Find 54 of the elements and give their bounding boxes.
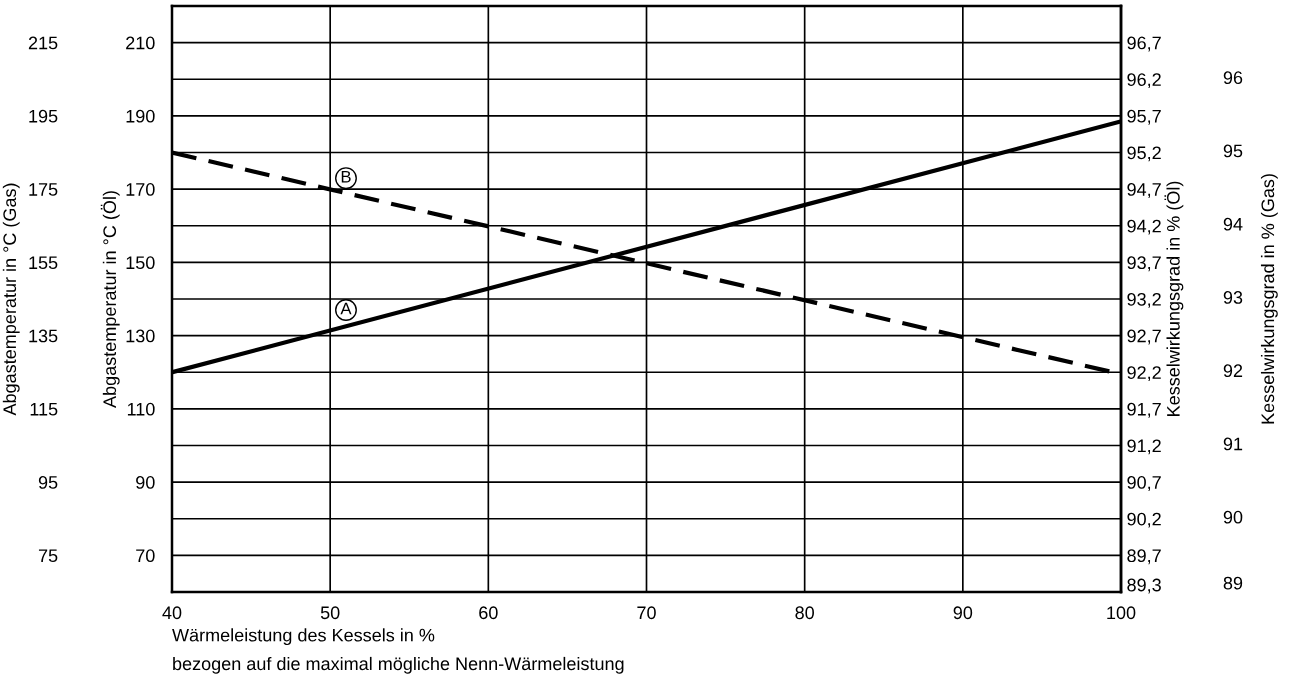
y2-axis-title: Kesselwirkungsgrad in % (Öl) — [1164, 181, 1184, 416]
text: 93 — [1223, 291, 1243, 304]
text: 95 — [1223, 144, 1243, 158]
y3-tick-label: 215 — [28, 36, 58, 50]
y2-tick-label: 93,7 — [1127, 256, 1161, 272]
text: 92 — [1223, 364, 1243, 378]
text: 90 — [1223, 510, 1243, 524]
text: Kesselwirkungsgrad in % (Gas) — [1260, 174, 1278, 424]
y2-tick-label: 95,2 — [1127, 146, 1161, 162]
y2-tick-label: 95,7 — [1127, 109, 1161, 125]
text: 91 — [1223, 437, 1243, 451]
y3-tick-label: 115 — [30, 403, 58, 416]
x-tick-label: 50 — [320, 606, 340, 620]
y-tick-label: 210 — [126, 36, 155, 50]
text: 96 — [1223, 71, 1243, 85]
text: 89 — [1223, 576, 1243, 590]
y-tick-label: 90 — [136, 476, 155, 489]
y2-tick-label: 90,7 — [1127, 476, 1161, 491]
x-tick-label: 100 — [1107, 606, 1136, 620]
y3-tick-label: 175 — [29, 183, 58, 196]
y-tick-label: 130 — [126, 329, 155, 343]
y2-tick-label: 94,7 — [1127, 183, 1161, 198]
y2-tick-label: 93,2 — [1127, 292, 1161, 308]
y-tick-label: 70 — [136, 549, 155, 563]
y2-tick-label: 96,7 — [1127, 36, 1161, 52]
y3-tick-label: 155 — [29, 256, 58, 270]
text: 94 — [1223, 217, 1243, 231]
y2-tick-label: 91,7 — [1127, 402, 1161, 418]
x-tick-label: 40 — [162, 606, 182, 620]
x-tick-label: 60 — [479, 606, 498, 620]
y3-tick-label: 195 — [29, 109, 58, 123]
y3-axis-title: Abgastemperatur in °C (Gas) — [2, 183, 20, 416]
annotation: B — [341, 170, 351, 183]
y3-tick-label: 75 — [38, 549, 58, 563]
y2-tick-label: 92,7 — [1127, 329, 1161, 345]
x-tick-label: 90 — [953, 606, 973, 620]
y2-tick-label: 89,7 — [1127, 549, 1161, 565]
y-tick-label: 110 — [127, 402, 155, 416]
annotation: A — [340, 302, 352, 315]
y-tick-label: 190 — [126, 109, 155, 123]
y2-tick-label: 92,2 — [1127, 366, 1161, 382]
y3-tick-label: 95 — [38, 476, 58, 489]
y-tick-label: 150 — [126, 256, 155, 270]
y2-tick-label: 89,3 — [1127, 578, 1161, 594]
x-axis-title: Wärmeleistung des Kessels in % bezogen auf die maximal mögliche Nenn-Wärmeleistung — [172, 628, 624, 674]
x-tick-label: 70 — [637, 606, 656, 620]
y-tick-label: 170 — [126, 183, 155, 196]
y2-tick-label: 91,2 — [1127, 439, 1161, 455]
y3-tick-label: 135 — [29, 329, 58, 343]
y2-tick-label: 96,2 — [1127, 73, 1161, 89]
x-tick-label: 80 — [795, 606, 814, 620]
y2-tick-label: 94,2 — [1127, 219, 1161, 235]
y2-tick-label: 90,2 — [1127, 512, 1161, 528]
y-axis-title: Abgastemperatur in °C (Öl) — [100, 191, 120, 408]
